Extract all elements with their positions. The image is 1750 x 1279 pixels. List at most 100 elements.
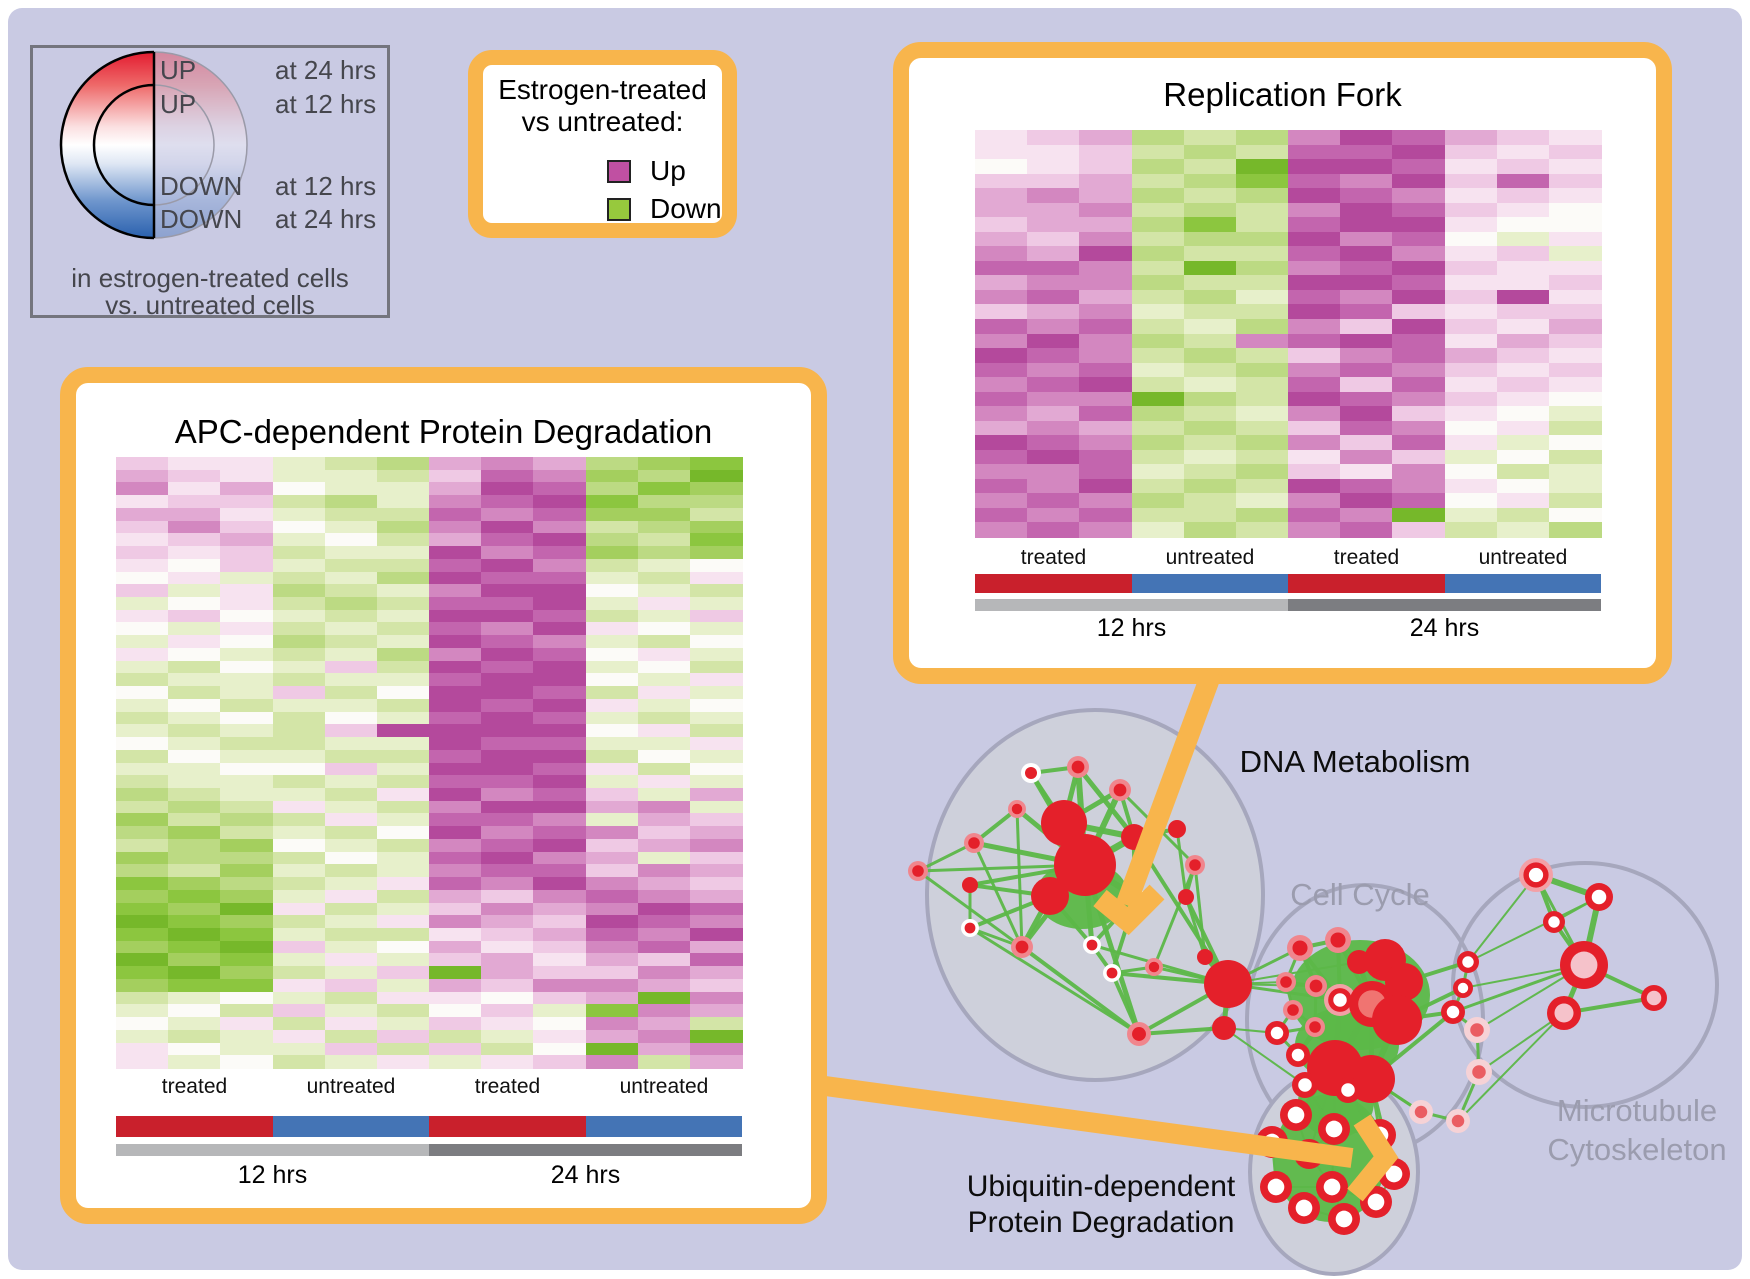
heatmap-cell [481,787,534,802]
heatmap-cell [1548,159,1602,175]
heatmap-cell [1079,260,1133,276]
heatmap-cell [689,915,743,929]
heatmap-cell [1548,318,1602,335]
network-edge [917,841,975,873]
heatmap-cell [689,775,743,789]
heatmap-cell [168,533,221,547]
heatmap-cell [220,622,274,636]
heatmap-cell [533,775,587,789]
heatmap-cell [272,851,326,865]
heatmap-cell [429,813,482,827]
heatmap-cell [376,902,430,916]
heatmap-cell [429,711,482,725]
heatmap-cell [376,953,430,967]
heatmap-cell [1235,304,1289,320]
heatmap-cell [1027,188,1080,204]
heatmap-cell [1235,449,1289,465]
heatmap-cell [689,991,743,1005]
heatmap-cell [585,724,639,738]
heatmap-cell [220,889,274,904]
heatmap-cell [1131,289,1185,306]
heatmap-cell [1131,188,1185,204]
heatmap-cell [429,864,482,878]
heatmap-cell [116,813,169,827]
heatmap-cell [1079,362,1133,378]
heatmap-cell [975,130,1028,146]
heatmap-cell [272,864,326,878]
heatmap-cell [533,927,587,942]
heatmap-cell [429,635,482,649]
heatmap-cell [220,787,274,802]
heatmap-cell [376,495,430,509]
heatmap-cell [1183,289,1237,306]
heatmap-cell [637,724,691,738]
heatmap-cell [1027,406,1080,422]
heatmap-cell [1235,246,1289,262]
heatmap-cell [1288,231,1341,247]
heatmap-cell [272,978,326,993]
apc-heatmap [116,457,743,1069]
heatmap-cell [585,469,639,484]
heatmap-cell [116,978,169,993]
heatmap-cell [1079,377,1133,393]
heatmap-cell [975,507,1028,524]
heatmap-cell [1392,333,1446,349]
heatmap-cell [1392,202,1446,218]
apc-12hr-bar [116,1144,429,1156]
dna-metabolism-label: DNA Metabolism [1240,744,1471,779]
heatmap-cell [689,660,743,674]
heatmap-cell [116,927,169,942]
heatmap-cell [689,800,743,815]
gene-node-halo [1015,940,1029,954]
heatmap-cell [689,698,743,713]
legend-up-24-time: at 24 hrs [275,55,377,85]
heatmap-cell [585,635,639,649]
gene-node-ring [1462,956,1474,968]
heatmap-cell [689,864,743,878]
heatmap-cell [168,558,221,573]
heatmap-cell [585,813,639,827]
heatmap-cell [533,953,587,967]
heatmap-cell [1340,406,1393,422]
heatmap-cell [585,609,639,624]
heatmap-cell [533,686,587,700]
heatmap-cell [220,635,274,649]
heatmap-cell [533,1029,587,1044]
heatmap-cell [637,1004,691,1018]
heatmap-cell [481,838,534,853]
heatmap-cell [429,482,482,496]
heatmap-cell [272,698,326,713]
rep-treated-bar-12 [975,574,1132,593]
heatmap-cell [220,457,274,471]
heatmap-cell [1392,493,1446,509]
heatmap-cell [1235,289,1289,306]
heatmap-cell [220,507,274,522]
heatmap-cell [116,889,169,904]
heatmap-cell [637,1029,691,1044]
heatmap-cell [1131,275,1185,291]
heatmap-cell [1131,406,1185,422]
heatmap-cell [324,800,378,815]
heatmap-cell [324,915,378,929]
heatmap-cell [116,787,169,802]
heatmap-cell [429,495,482,509]
heatmap-cell [272,953,326,967]
heatmap-cell [533,749,587,764]
heatmap-cell [637,647,691,662]
heatmap-cell [533,558,587,573]
heatmap-cell [533,609,587,624]
heatmap-cell [1340,449,1393,465]
heatmap-cell [220,737,274,751]
heatmap-cell [1548,144,1602,160]
heatmap-cell [272,609,326,624]
heatmap-cell [429,978,482,993]
gene-node-solid [1385,963,1423,1001]
heatmap-cell [429,826,482,840]
heatmap-cell [116,915,169,929]
heatmap-cell [1496,304,1550,320]
heatmap-cell [116,724,169,738]
heatmap-cell [637,622,691,636]
gene-node-halo [1148,961,1160,973]
heatmap-cell [168,927,221,942]
cluster-microtubule-cytoskeleton [1451,861,1719,1109]
